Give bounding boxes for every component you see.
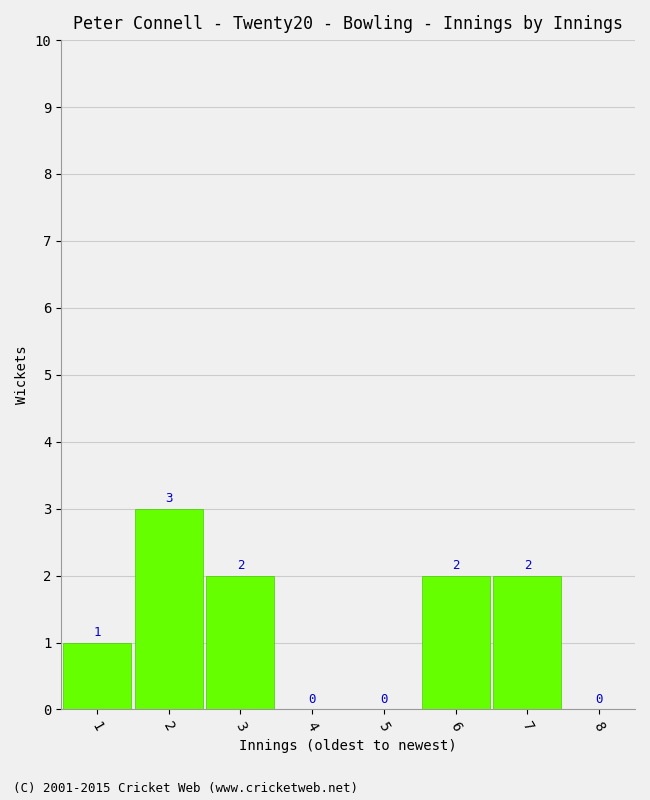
Text: 0: 0 (308, 693, 316, 706)
Text: (C) 2001-2015 Cricket Web (www.cricketweb.net): (C) 2001-2015 Cricket Web (www.cricketwe… (13, 782, 358, 795)
Bar (206, 575, 274, 710)
Text: 0: 0 (380, 693, 387, 706)
Bar (63, 642, 131, 710)
Text: 2: 2 (524, 559, 531, 572)
Text: 1: 1 (93, 626, 101, 639)
Text: 0: 0 (595, 693, 603, 706)
Text: 2: 2 (237, 559, 244, 572)
Text: 2: 2 (452, 559, 460, 572)
Bar (135, 509, 203, 710)
Y-axis label: Wickets: Wickets (15, 346, 29, 404)
Text: 3: 3 (165, 492, 172, 506)
Bar (422, 575, 489, 710)
Title: Peter Connell - Twenty20 - Bowling - Innings by Innings: Peter Connell - Twenty20 - Bowling - Inn… (73, 15, 623, 33)
X-axis label: Innings (oldest to newest): Innings (oldest to newest) (239, 739, 457, 753)
Bar (493, 575, 562, 710)
